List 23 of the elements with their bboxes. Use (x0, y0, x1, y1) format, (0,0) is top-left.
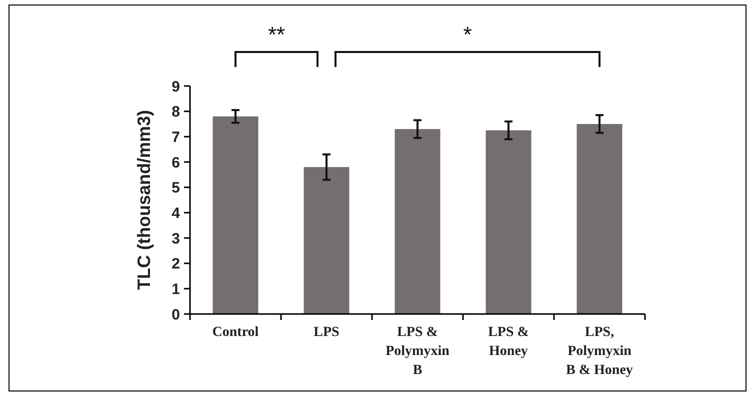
text: ** (268, 22, 286, 47)
y-tick-label: 5 (172, 180, 180, 197)
bar (486, 130, 532, 314)
x-tick-label: LPS (314, 325, 340, 340)
bar (304, 167, 350, 314)
y-tick-label: 6 (172, 154, 180, 172)
y-tick-label: 1 (172, 280, 180, 298)
y-tick-label: 4 (172, 204, 181, 222)
y-tick-label: 2 (172, 256, 180, 273)
x-tick-label: LPS, Polymyxin B & Honey (566, 325, 633, 378)
x-tick-label: LPS & Honey (488, 325, 529, 359)
bar (576, 124, 622, 314)
bar (212, 116, 258, 314)
y-tick-label: 8 (172, 104, 180, 121)
y-axis-title: TLC (thousand/mm3) (134, 110, 154, 290)
y-tick-label: 9 (172, 78, 180, 96)
text: * (463, 22, 472, 47)
x-tick-label: Control (212, 325, 259, 340)
y-tick-label: 3 (172, 230, 180, 248)
x-tick-label: LPS & Polymyxin B (386, 325, 450, 378)
y-tick-label: 0 (172, 306, 180, 324)
bar (394, 129, 440, 314)
y-tick-label: 7 (172, 128, 180, 146)
